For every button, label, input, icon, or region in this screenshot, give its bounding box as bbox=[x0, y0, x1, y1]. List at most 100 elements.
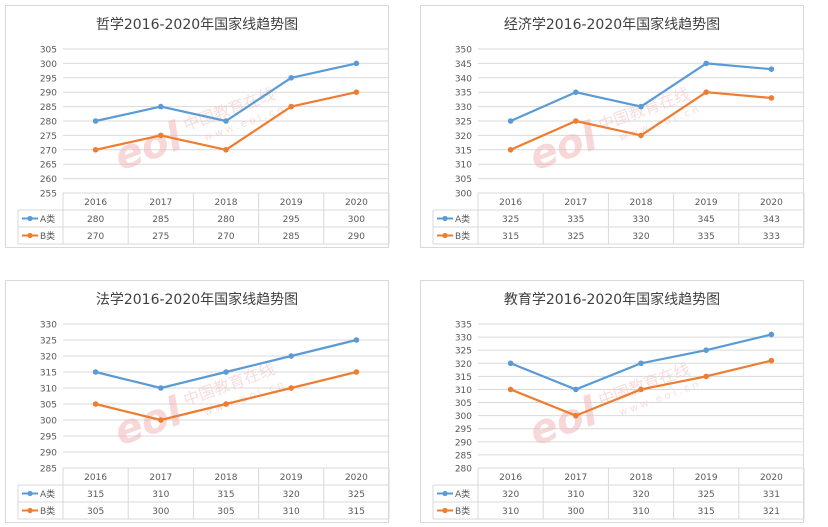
data-table-value: 300 bbox=[348, 215, 365, 225]
data-point bbox=[223, 118, 229, 124]
data-table-value: 325 bbox=[698, 490, 715, 500]
y-tick-label: 290 bbox=[40, 89, 57, 99]
x-category-label: 2018 bbox=[630, 198, 653, 208]
data-point bbox=[353, 60, 360, 67]
x-category-label: 2016 bbox=[84, 198, 107, 208]
data-point bbox=[288, 75, 295, 81]
legend-marker bbox=[442, 507, 448, 514]
law-line-chart: 285 290 295 300 305 310 315 320 325 330 2016 2017 20… bbox=[17, 321, 390, 520]
legend-marker bbox=[442, 232, 448, 239]
y-tick-label: 310 bbox=[40, 385, 57, 395]
watermark-logo: eol bbox=[523, 388, 604, 455]
data-point bbox=[703, 89, 709, 95]
legend-marker bbox=[442, 490, 448, 497]
legend-marker bbox=[27, 490, 33, 497]
data-table-value: 285 bbox=[152, 215, 169, 225]
data-table-value: 310 bbox=[632, 507, 649, 517]
data-point bbox=[353, 369, 360, 375]
y-tick-label: 325 bbox=[455, 347, 472, 357]
data-point bbox=[288, 385, 295, 391]
y-tick-label: 260 bbox=[40, 175, 57, 185]
data-point bbox=[158, 385, 164, 391]
y-tick-label: 315 bbox=[455, 373, 472, 383]
y-tick-label: 345 bbox=[455, 60, 472, 70]
y-tick-label: 265 bbox=[40, 161, 57, 171]
y-tick-label: 290 bbox=[455, 438, 472, 448]
watermark-logo: eol bbox=[108, 388, 189, 455]
data-point bbox=[288, 353, 295, 359]
data-table-value: 320 bbox=[632, 490, 649, 500]
chart-title: 教育学2016-2020年国家线趋势图 bbox=[503, 292, 721, 308]
y-tick-label: 340 bbox=[455, 74, 472, 84]
legend-label: B类 bbox=[455, 230, 470, 242]
data-table-value: 280 bbox=[87, 215, 104, 225]
data-point bbox=[288, 103, 295, 110]
legend-label: A类 bbox=[40, 488, 55, 500]
y-tick-label: 320 bbox=[455, 132, 472, 142]
y-tick-label: 255 bbox=[40, 190, 57, 200]
watermark-logo: eol bbox=[523, 113, 604, 180]
data-point bbox=[158, 103, 164, 110]
y-tick-label: 275 bbox=[40, 132, 57, 142]
data-point bbox=[223, 401, 229, 407]
y-tick-label: 295 bbox=[455, 425, 472, 435]
data-table-value: 331 bbox=[763, 490, 780, 500]
y-tick-label: 305 bbox=[455, 399, 472, 409]
data-point bbox=[573, 89, 579, 95]
data-point bbox=[638, 360, 644, 367]
data-point bbox=[638, 132, 644, 139]
y-tick-label: 300 bbox=[40, 60, 57, 70]
x-category-label: 2019 bbox=[695, 473, 718, 483]
data-point bbox=[573, 412, 579, 419]
x-category-label: 2019 bbox=[280, 473, 303, 483]
data-table-value: 295 bbox=[283, 215, 300, 225]
y-tick-label: 320 bbox=[40, 353, 57, 363]
x-category-label: 2016 bbox=[84, 473, 107, 483]
legend-label: A类 bbox=[455, 213, 470, 225]
legend-label: A类 bbox=[40, 213, 55, 225]
data-table-value: 270 bbox=[87, 232, 104, 242]
y-tick-label: 290 bbox=[40, 449, 57, 459]
y-tick-label: 310 bbox=[455, 386, 472, 396]
y-tick-label: 305 bbox=[40, 401, 57, 411]
data-table-value: 275 bbox=[152, 232, 169, 242]
y-tick-label: 325 bbox=[455, 118, 472, 128]
data-table-value: 320 bbox=[502, 490, 519, 500]
chart-title: 哲学2016-2020年国家线趋势图 bbox=[95, 17, 299, 33]
y-tick-label: 305 bbox=[40, 46, 57, 56]
data-table-value: 310 bbox=[502, 507, 519, 517]
y-tick-label: 335 bbox=[455, 89, 472, 99]
data-table-value: 335 bbox=[567, 215, 584, 225]
data-table-value: 321 bbox=[763, 507, 780, 517]
data-table-value: 280 bbox=[217, 215, 234, 225]
data-point bbox=[703, 373, 709, 380]
x-category-label: 2019 bbox=[280, 198, 303, 208]
data-table-value: 315 bbox=[87, 490, 104, 500]
y-tick-label: 270 bbox=[40, 146, 57, 156]
data-table-value: 315 bbox=[217, 490, 234, 500]
y-tick-label: 280 bbox=[40, 118, 57, 128]
education-line-chart: 280 285 290 295 300 305 310 315 320 325 330 335 2016… bbox=[432, 321, 805, 520]
data-point bbox=[158, 417, 164, 423]
y-tick-label: 315 bbox=[455, 146, 472, 156]
x-category-label: 2017 bbox=[564, 473, 587, 483]
data-table-value: 290 bbox=[348, 232, 365, 242]
data-table-value: 325 bbox=[348, 490, 365, 500]
legend-label: B类 bbox=[40, 230, 55, 242]
philosophy-line-chart: 255 260 265 270 275 280 285 290 295 300 305 2016 201… bbox=[17, 46, 390, 245]
data-table-value: 310 bbox=[152, 490, 169, 500]
legend-marker bbox=[442, 215, 448, 222]
y-tick-label: 325 bbox=[40, 337, 57, 347]
data-table-value: 335 bbox=[698, 232, 715, 242]
data-point bbox=[353, 337, 360, 343]
x-category-label: 2020 bbox=[760, 473, 783, 483]
philosophy-chart-panel: 哲学2016-2020年国家线趋势图 255 260 265 270 275 280 285… bbox=[5, 5, 390, 248]
data-table-value: 305 bbox=[87, 507, 104, 517]
data-table-value: 315 bbox=[502, 232, 519, 242]
y-tick-label: 300 bbox=[455, 190, 472, 200]
data-table-value: 315 bbox=[348, 507, 365, 517]
y-tick-label: 300 bbox=[40, 417, 57, 427]
legend-marker bbox=[27, 215, 33, 222]
y-tick-label: 285 bbox=[40, 465, 57, 475]
data-table-value: 315 bbox=[698, 507, 715, 517]
